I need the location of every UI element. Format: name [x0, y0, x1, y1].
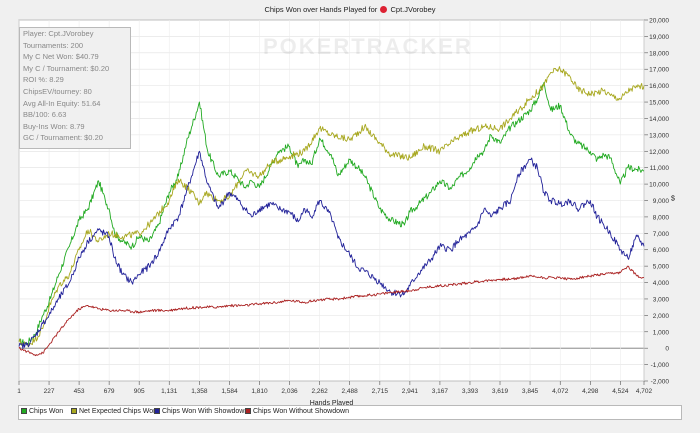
y-tick-label: 15,000: [649, 100, 669, 107]
chart-legend: Chips Won Net Expected Chips Won Chips W…: [18, 405, 682, 420]
x-tick-label: 4,072: [552, 388, 569, 395]
y-tick-label: 0: [665, 346, 669, 353]
chart-title-player: Cpt.JVorobey: [390, 5, 436, 14]
y-tick-label: 9,000: [653, 198, 670, 205]
x-tick-label: 227: [44, 388, 55, 395]
x-tick-label: 679: [104, 388, 115, 395]
y-tick-label: 11,000: [650, 165, 670, 172]
stats-box: Player: Cpt.JVorobey Tournaments: 200 My…: [19, 27, 131, 149]
y-tick-label: 17,000: [649, 67, 669, 74]
x-tick-label: 3,619: [492, 388, 509, 395]
y-tick-label: 7,000: [653, 231, 670, 238]
series-line-net-expected-chips-won: [18, 66, 645, 348]
y-tick-label: 19,000: [649, 34, 669, 41]
stats-line: Player: Cpt.JVorobey: [23, 29, 94, 38]
legend-swatch: [71, 408, 77, 414]
stats-line: Buy-Ins Won: 8.79: [23, 121, 85, 131]
stats-line: My C / Tournament: $0.20: [23, 63, 110, 73]
y-tick-label: 8,000: [653, 214, 670, 221]
watermark-logo: POKERTRACKER: [263, 34, 473, 59]
x-tick-label: 2,941: [402, 388, 419, 395]
y-tick-label: 3,000: [653, 296, 670, 303]
x-tick-label: 2,262: [311, 388, 328, 395]
x-tick-label: 453: [74, 388, 85, 395]
y-tick-label: 6,000: [653, 247, 670, 254]
legend-swatch: [154, 408, 160, 414]
poker-chip-icon: [380, 6, 388, 13]
legend-label: Chips Won: [29, 408, 64, 415]
y-tick-label: 10,000: [649, 182, 669, 189]
stats-line: GC / Tournament: $0.20: [23, 133, 103, 143]
stats-line: My C Net Won: $40.79: [23, 52, 99, 62]
stats-line: ChipsEV/tourney: 80: [23, 86, 92, 96]
y-tick-label: 14,000: [649, 116, 669, 123]
stats-line: Tournaments: 200: [23, 40, 84, 50]
y-tick-label: 18,000: [649, 50, 669, 57]
series-line-chips-won-with-showdown: [18, 150, 645, 350]
legend-label: Chips Won With Showdown: [162, 408, 249, 415]
legend-item[interactable]: Chips Won: [21, 408, 63, 415]
x-tick-label: 2,488: [342, 388, 359, 395]
legend-item[interactable]: Chips Won With Showdown: [154, 408, 248, 415]
x-tick-label: 4,702: [636, 388, 653, 395]
stats-line: ROI %: 8.29: [23, 75, 64, 85]
x-axis-title: Hands Played: [310, 400, 354, 407]
stats-line: Avg All-In Equity: 51.64: [23, 98, 101, 108]
legend-swatch: [21, 408, 27, 414]
y-tick-label: -1,000: [651, 362, 670, 369]
chart-title: Chips Won over Hands Played for Cpt.JVor…: [0, 5, 700, 14]
x-tick-label: 4,524: [612, 388, 629, 395]
y-tick-label: 2,000: [653, 313, 670, 320]
y-tick-label: 4,000: [653, 280, 670, 287]
y-tick-label: 5,000: [653, 264, 670, 271]
legend-item[interactable]: Net Expected Chips Won: [71, 408, 157, 415]
y-tick-label: 1,000: [653, 329, 670, 336]
y-axis-title: $: [671, 196, 675, 203]
legend-item[interactable]: Chips Won Without Showdown: [245, 408, 349, 415]
stats-line: BB/100: 6.63: [23, 110, 67, 120]
y-tick-label: 12,000: [649, 149, 669, 156]
x-tick-label: 3,167: [432, 388, 449, 395]
x-tick-label: 4,298: [582, 388, 599, 395]
x-tick-label: 2,715: [372, 388, 389, 395]
legend-label: Net Expected Chips Won: [79, 408, 158, 415]
x-tick-label: 3,393: [462, 388, 479, 395]
x-tick-label: 905: [134, 388, 145, 395]
y-tick-label: -2,000: [651, 379, 670, 386]
x-tick-label: 1,358: [191, 388, 208, 395]
y-tick-label: 13,000: [649, 132, 669, 139]
y-tick-label: 16,000: [649, 83, 669, 90]
legend-label: Chips Won Without Showdown: [253, 408, 349, 415]
series-line-chips-won-without-showdown: [18, 265, 644, 357]
chart-title-text: Chips Won over Hands Played for: [264, 5, 378, 14]
y-tick-label: 20,000: [649, 18, 669, 25]
x-tick-label: 1,131: [161, 388, 178, 395]
x-tick-label: 1,810: [251, 388, 268, 395]
legend-swatch: [245, 408, 251, 414]
x-tick-label: 2,036: [281, 388, 298, 395]
x-tick-label: 1: [17, 388, 21, 395]
x-tick-label: 1,584: [221, 388, 238, 395]
x-tick-label: 3,845: [522, 388, 539, 395]
